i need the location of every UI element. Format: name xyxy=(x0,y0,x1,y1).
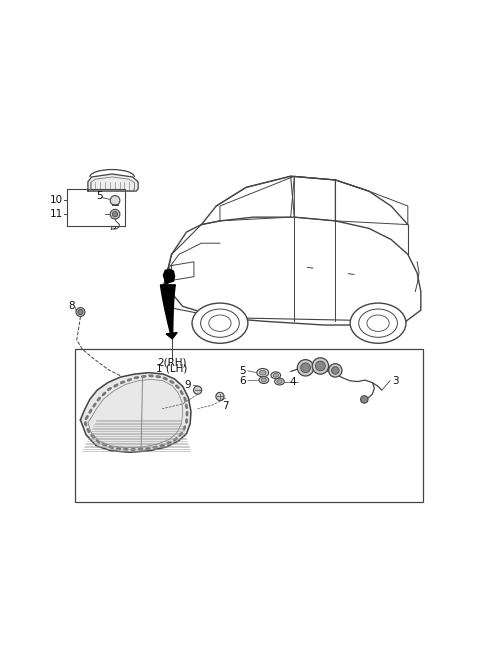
Circle shape xyxy=(312,358,329,374)
Text: 5: 5 xyxy=(240,366,246,376)
Polygon shape xyxy=(88,174,138,191)
Ellipse shape xyxy=(261,378,266,382)
Polygon shape xyxy=(81,372,191,452)
Ellipse shape xyxy=(277,380,282,383)
Circle shape xyxy=(300,363,311,372)
Text: 10: 10 xyxy=(50,195,63,206)
Ellipse shape xyxy=(275,378,284,385)
Text: 4: 4 xyxy=(289,376,296,387)
Ellipse shape xyxy=(273,374,278,377)
Text: 3: 3 xyxy=(392,376,398,386)
Ellipse shape xyxy=(192,303,248,343)
Circle shape xyxy=(315,361,325,371)
Circle shape xyxy=(78,309,83,314)
Text: 5: 5 xyxy=(96,191,102,201)
Circle shape xyxy=(329,364,342,377)
Ellipse shape xyxy=(367,315,389,331)
Text: 7: 7 xyxy=(222,401,229,411)
Circle shape xyxy=(360,396,368,403)
Circle shape xyxy=(332,367,339,374)
Text: 8: 8 xyxy=(68,301,75,311)
Text: 6: 6 xyxy=(240,376,246,386)
Ellipse shape xyxy=(201,309,240,337)
Ellipse shape xyxy=(271,372,281,379)
Polygon shape xyxy=(166,333,177,339)
Ellipse shape xyxy=(259,377,269,383)
Ellipse shape xyxy=(257,368,269,377)
FancyBboxPatch shape xyxy=(75,349,423,502)
Circle shape xyxy=(110,210,120,219)
Ellipse shape xyxy=(359,309,397,337)
Ellipse shape xyxy=(209,315,231,331)
Polygon shape xyxy=(163,270,175,284)
Circle shape xyxy=(193,386,202,395)
Text: 11: 11 xyxy=(50,209,63,219)
Circle shape xyxy=(110,195,120,205)
Text: 9: 9 xyxy=(185,380,192,391)
Text: 2(RH): 2(RH) xyxy=(157,358,186,368)
Ellipse shape xyxy=(350,303,406,343)
Text: 1 (LH): 1 (LH) xyxy=(156,363,187,374)
Ellipse shape xyxy=(259,370,266,375)
Circle shape xyxy=(76,307,85,316)
Polygon shape xyxy=(160,285,175,333)
Circle shape xyxy=(112,212,118,217)
Circle shape xyxy=(216,393,224,400)
Circle shape xyxy=(297,359,314,376)
